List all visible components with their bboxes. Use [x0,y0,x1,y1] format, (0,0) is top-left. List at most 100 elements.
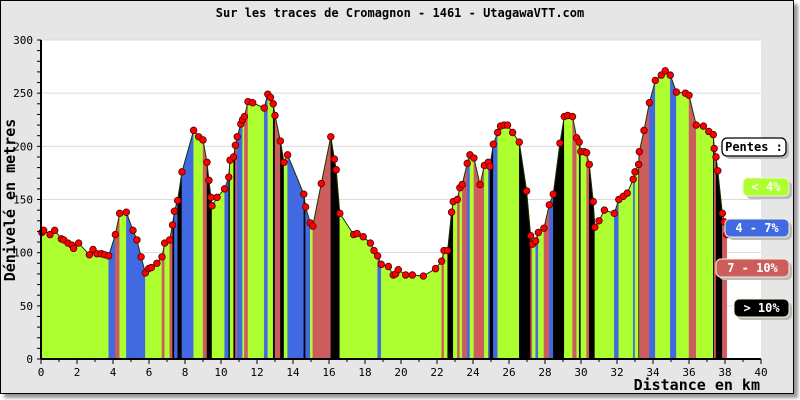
slope-segment [101,253,105,360]
data-point [582,149,591,157]
data-point [233,133,241,141]
slope-segment [211,196,218,360]
slope-segment [604,209,615,360]
data-point [373,252,382,260]
data-point [46,230,54,239]
data-point [366,239,375,247]
data-point [568,112,577,121]
data-point [534,228,543,237]
slope-segment [586,152,590,360]
slope-segment [451,201,454,360]
y-tick-label: 100 [13,247,33,260]
x-tick-label: 12 [250,366,263,379]
x-tick-label: 8 [182,366,189,379]
x-tick-label: 14 [286,366,300,379]
data-point [591,223,599,231]
data-point [165,236,174,244]
slope-segment [703,125,709,360]
data-point [104,252,113,260]
legend-swatch [715,258,790,278]
slope-segment [503,124,508,360]
data-point [699,122,708,130]
slope-segment [202,139,208,360]
legend-entry: < 4% [742,177,792,199]
legend-entry: > 10% [733,298,792,320]
slope-segment [714,148,717,360]
data-point [486,162,494,171]
data-point [111,230,120,239]
data-point [645,99,654,107]
data-point [199,136,207,144]
slope-segment [441,250,445,360]
data-point [712,153,720,161]
data-point [269,100,277,108]
slope-segment [267,93,271,360]
data-point [634,160,643,169]
legend-swatch [724,218,790,238]
slope-segment [623,192,628,360]
slope-segment [655,74,662,360]
data-point [260,104,268,112]
slope-segment [119,212,127,360]
slope-segment [670,75,677,360]
x-axis-label: Distance en km [634,376,760,394]
slope-segment [78,242,90,360]
data-point [301,203,310,211]
slope-segment [507,124,513,360]
slope-segment [92,248,98,360]
data-points [38,67,731,280]
slope-segment [240,119,243,360]
data-point [631,168,639,176]
data-point [74,239,83,247]
data-point [549,190,557,198]
slope-segment [224,177,229,360]
data-point [710,144,718,153]
slope-segment [216,188,225,360]
slope-segment [512,131,520,360]
slope-segment [685,92,690,360]
slope-segment [206,162,210,360]
data-point [248,99,257,107]
slope-segment [233,145,236,360]
data-point [522,187,531,195]
x-tick-label: 26 [502,366,515,379]
slope-segment [89,248,94,360]
slope-segment [643,102,650,360]
slope-segment [584,151,587,360]
data-point [178,168,186,176]
data-point [685,91,693,99]
data-point [115,209,124,218]
slope-segment [41,229,44,360]
data-point [205,176,213,185]
data-point [266,93,275,102]
x-tick-label: 40 [754,366,767,379]
y-axis-label: Dénivelé en metres [1,119,19,282]
data-point [133,236,141,244]
data-point [585,160,593,169]
slope-segment [242,115,245,360]
x-tick-label: 16 [322,366,335,379]
data-point [692,121,700,129]
legend-label: 4 - 7% [735,221,779,235]
slope-segment [532,240,536,360]
slope-segment [247,101,253,360]
slope-segment [443,250,448,360]
legend-label: < 4% [752,180,782,194]
data-point [453,195,462,204]
data-point [122,208,131,216]
slope-segment [388,265,394,360]
data-point [545,201,554,209]
data-point [437,257,446,265]
slope-segment [310,222,313,360]
slope-segment [393,273,396,360]
legend-title: Pentes : [725,140,783,154]
slope-segment [280,140,285,360]
slope-segment [61,238,64,360]
slope-segment [649,80,656,360]
data-point [353,229,361,238]
data-point [508,128,517,137]
x-tick-label: 22 [430,366,443,379]
data-point [240,112,249,121]
slope-segment [334,159,337,360]
data-point [220,185,229,193]
